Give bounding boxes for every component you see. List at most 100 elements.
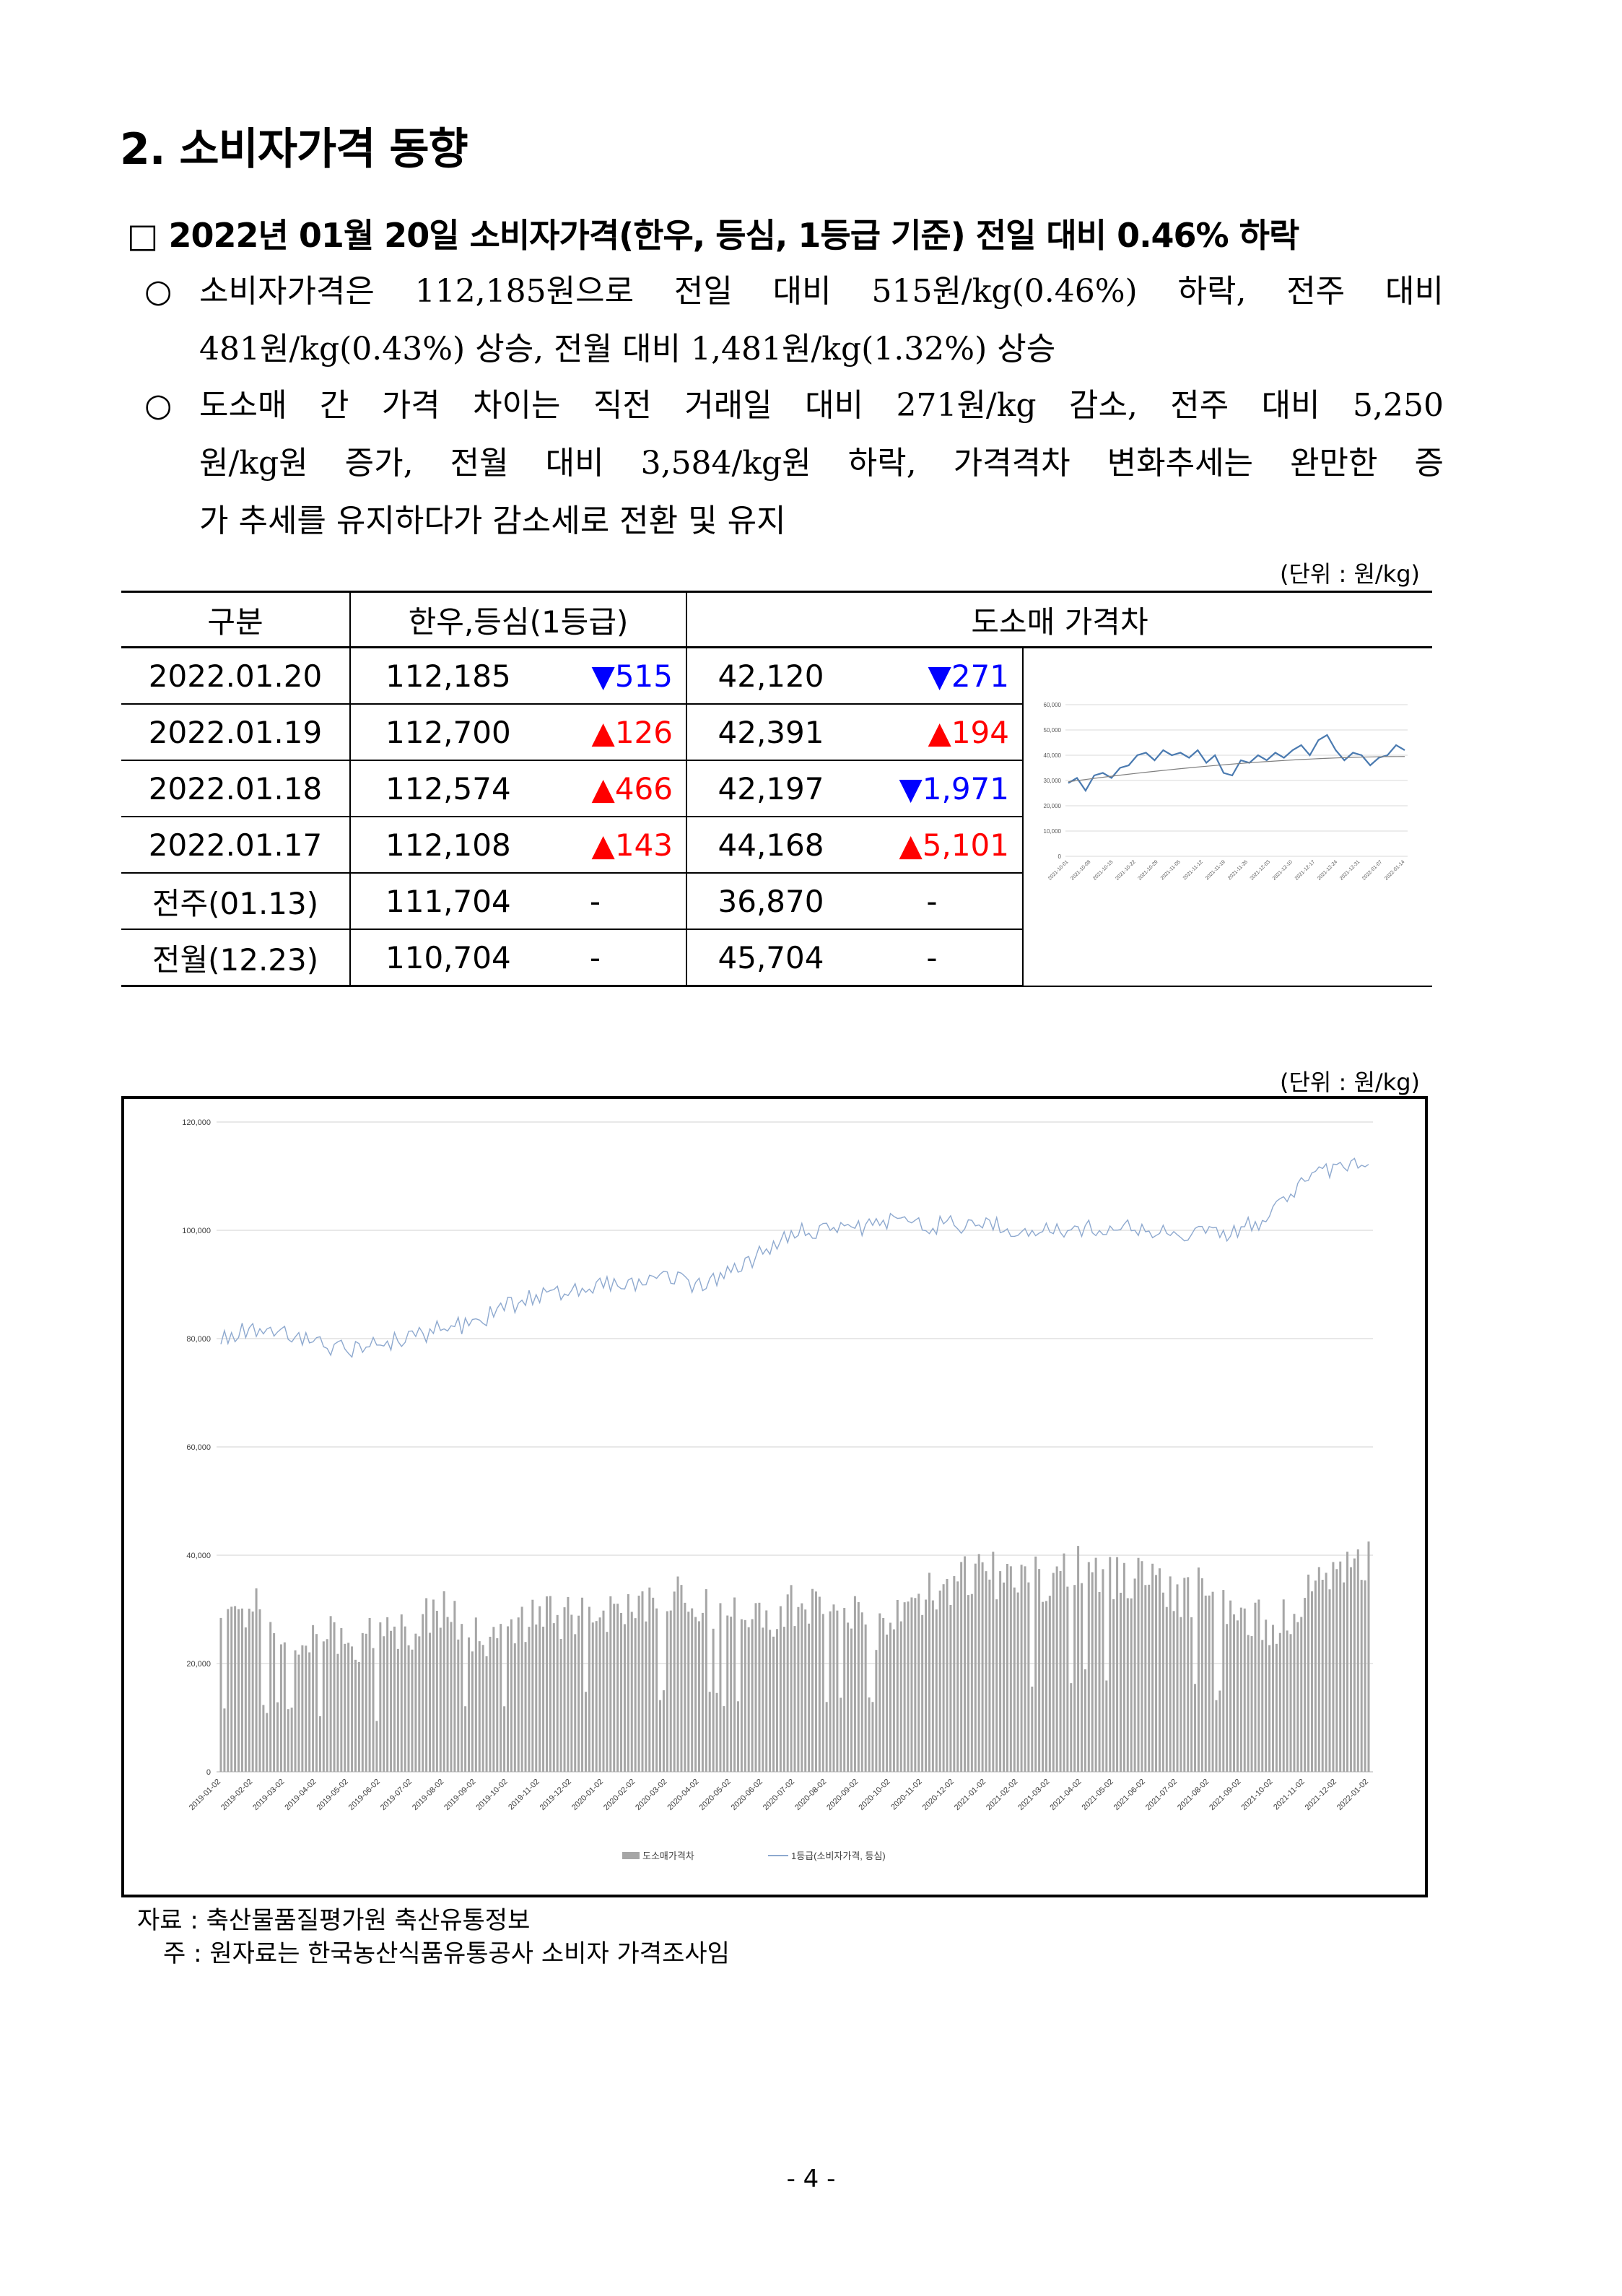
bar [489, 1636, 492, 1772]
bar [652, 1597, 655, 1772]
bar [1133, 1578, 1136, 1772]
bar [736, 1701, 739, 1772]
x-tick-label: 2021-08-02 [1176, 1778, 1211, 1812]
bar [1257, 1599, 1260, 1772]
bar [450, 1622, 453, 1772]
bar [315, 1634, 318, 1772]
bar [782, 1627, 785, 1772]
bar [1006, 1564, 1008, 1772]
bar [1055, 1566, 1058, 1772]
row-gap-change: ▲5,101 [855, 817, 1023, 874]
bar [308, 1652, 311, 1772]
bar [1222, 1590, 1225, 1772]
bar [627, 1593, 629, 1772]
bar [964, 1556, 967, 1772]
bullet-2-line-1: 도소매 간 가격 차이는 직전 거래일 대비 271원/kg 감소, 전주 대비… [199, 387, 1444, 424]
bar [914, 1598, 917, 1772]
bar [892, 1629, 895, 1772]
bar [393, 1626, 396, 1772]
bar [928, 1573, 930, 1772]
bar [357, 1661, 360, 1772]
bar [549, 1596, 551, 1772]
bar [1317, 1567, 1320, 1772]
x-tick-label: 2022-01-02 [1335, 1778, 1370, 1812]
bar [684, 1602, 686, 1772]
row-price-change: ▲466 [518, 760, 686, 817]
bar [1310, 1591, 1313, 1772]
bar [496, 1638, 499, 1772]
bar [868, 1697, 871, 1772]
bar [471, 1651, 474, 1772]
bar [1105, 1680, 1108, 1772]
x-tick-label: 2021-12-02 [1304, 1778, 1338, 1812]
bar [691, 1608, 694, 1772]
bar [1180, 1617, 1182, 1772]
bar [988, 1579, 991, 1772]
bar [1211, 1591, 1214, 1772]
bar [779, 1606, 782, 1772]
bar [219, 1617, 222, 1772]
section-title: 2. 소비자가격 동향 [120, 124, 468, 175]
bar [1229, 1600, 1232, 1772]
circle-bullet-icon: ○ [144, 273, 173, 310]
row-price: 112,185 [349, 647, 518, 705]
bar [1094, 1557, 1097, 1772]
bar [1325, 1573, 1327, 1772]
bar [1087, 1562, 1090, 1772]
bar [744, 1619, 746, 1772]
x-tick-label: 2019-09-02 [442, 1778, 477, 1812]
series-line [1068, 734, 1405, 793]
bar [712, 1628, 715, 1772]
row-price-change: ▼515 [518, 647, 686, 705]
bar [492, 1627, 495, 1772]
x-tick-label: 2022-01-07 [1361, 859, 1383, 881]
row-price: 111,704 [349, 873, 518, 930]
bar [535, 1624, 538, 1772]
bar [588, 1606, 590, 1772]
bar [840, 1697, 842, 1772]
bar [542, 1626, 545, 1772]
y-tick-label: 0 [1058, 853, 1062, 860]
bar [1254, 1602, 1257, 1772]
bar [793, 1626, 796, 1772]
bar [907, 1601, 910, 1772]
bar [283, 1642, 286, 1772]
bar [602, 1610, 605, 1772]
bar [464, 1706, 467, 1772]
bar [687, 1612, 690, 1772]
bar [956, 1581, 959, 1772]
bar [620, 1612, 623, 1772]
row-date: 2022.01.18 [121, 760, 350, 817]
row-price-change: - [518, 929, 686, 987]
x-tick-label: 2022-01-14 [1384, 859, 1405, 881]
bar [347, 1643, 350, 1772]
bar [818, 1596, 821, 1772]
table-row: 전월(12.23) 110,704-45,704- [121, 929, 1432, 987]
page-number: - 4 - [786, 2165, 836, 2193]
bar [567, 1596, 570, 1772]
row-date: 2022.01.19 [121, 704, 350, 761]
unit-label-chart: (단위 : 원/kg) [1279, 1069, 1420, 1096]
bar [390, 1630, 393, 1772]
bar [1081, 1583, 1083, 1772]
bar [418, 1636, 421, 1772]
header-category: 구분 [121, 591, 350, 648]
bar [1020, 1565, 1023, 1772]
x-tick-label: 2021-12-10 [1272, 859, 1294, 881]
row-date: 전월(12.23) [121, 929, 350, 987]
bar [517, 1617, 520, 1772]
bar [1247, 1635, 1250, 1772]
bar [829, 1611, 832, 1772]
bar [1339, 1561, 1342, 1772]
bar [301, 1645, 304, 1772]
bar [528, 1627, 531, 1772]
bar [368, 1617, 371, 1772]
bar [1335, 1569, 1338, 1772]
bar [468, 1637, 471, 1772]
bar [461, 1624, 463, 1772]
bar [662, 1690, 665, 1772]
bar [843, 1608, 846, 1772]
bar [1176, 1584, 1179, 1772]
bar [1349, 1567, 1352, 1772]
bar [609, 1596, 612, 1772]
